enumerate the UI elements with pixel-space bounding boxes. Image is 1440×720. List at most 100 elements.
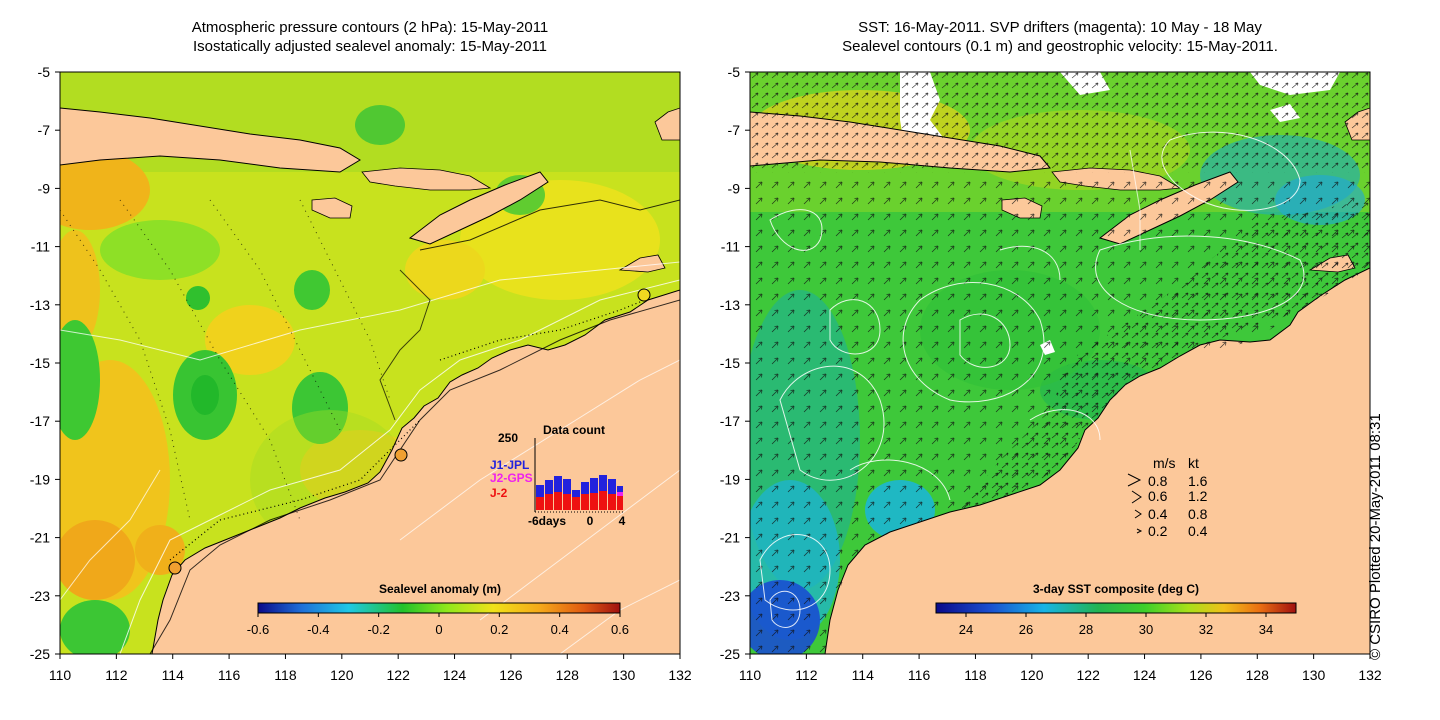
left-y-axis: -5 -7 -9 -11 -13 -15 -17 -19 -21 -23 -25 xyxy=(30,64,60,662)
tanimbar-landmass xyxy=(654,107,680,141)
velocity-row-ms: 0.4 xyxy=(1148,506,1168,522)
y-tick-label: -7 xyxy=(728,122,741,138)
y-tick-label: -13 xyxy=(720,297,740,313)
inset-legend-j2: J-2 xyxy=(490,486,508,500)
sealevel-contour xyxy=(779,365,885,481)
y-tick-label: -23 xyxy=(720,588,740,604)
x-tick-label: 116 xyxy=(218,667,241,683)
right-x-axis: 110 112 114 116 118 120 122 124 126 128 130 132 xyxy=(739,654,1382,683)
x-tick-label: 118 xyxy=(964,667,987,683)
tide-gauge-marker xyxy=(394,448,408,462)
right-colorbar-title: 3-day SST composite (deg C) xyxy=(1033,582,1199,596)
inset-legend-j2gps: J2-GPS xyxy=(490,471,533,485)
inset-bars xyxy=(536,475,623,510)
flores-landmass xyxy=(361,167,492,191)
colorbar-tick-label: 0.4 xyxy=(551,622,569,637)
x-tick-label: 116 xyxy=(908,667,931,683)
right-title-line-1: SST: 16-May-2011. SVP drifters (magenta)… xyxy=(858,19,1262,36)
velocity-row-ms: 0.6 xyxy=(1148,488,1168,504)
x-tick-label: 132 xyxy=(668,667,692,683)
x-tick-label: 120 xyxy=(1020,667,1044,683)
x-tick-label: 128 xyxy=(556,667,580,683)
velocity-arrow-04 xyxy=(1134,509,1142,519)
inset-xlabel-start: -6days xyxy=(528,514,566,528)
right-colorbar: 3-day SST composite (deg C) 24 26 28 30 32 34 xyxy=(935,582,1297,637)
x-tick-label: 114 xyxy=(162,667,185,683)
inset-title: Data count xyxy=(543,423,605,437)
velocity-row-ms: 0.8 xyxy=(1148,473,1168,489)
x-tick-label: 124 xyxy=(1133,667,1157,683)
pressure-contour xyxy=(119,279,680,654)
x-tick-label: 114 xyxy=(852,667,875,683)
x-tick-label: 122 xyxy=(1077,667,1101,683)
y-tick-label: -15 xyxy=(30,355,50,371)
x-tick-label: 118 xyxy=(274,667,297,683)
colorbar-tick-label: -0.6 xyxy=(247,622,269,637)
x-tick-label: 122 xyxy=(387,667,411,683)
right-colorbar-ramp xyxy=(935,602,1297,614)
left-colorbar-ramp xyxy=(257,602,621,614)
velocity-arrow-02 xyxy=(1136,528,1143,534)
velocity-row-ms: 0.2 xyxy=(1148,523,1168,539)
x-tick-label: 110 xyxy=(739,667,762,683)
x-tick-label: 130 xyxy=(1302,667,1326,683)
inset-ymax-label: 250 xyxy=(498,431,518,445)
y-tick-label: -17 xyxy=(30,413,50,429)
y-tick-label: -5 xyxy=(728,64,741,80)
y-tick-label: -25 xyxy=(30,646,50,662)
velocity-legend: m/s kt 0.8 1.6 0.6 1.2 0.4 0.8 0.2 0.4 xyxy=(1127,455,1208,539)
tide-gauge-marker xyxy=(637,288,651,302)
y-tick-label: -5 xyxy=(38,64,51,80)
inset-xlabel-end: 4 xyxy=(619,514,626,528)
velocity-arrow-08 xyxy=(1127,473,1142,487)
y-tick-label: -17 xyxy=(720,413,740,429)
colorbar-tick-label: 32 xyxy=(1199,622,1213,637)
left-map-area xyxy=(60,72,680,654)
x-tick-label: 126 xyxy=(499,667,523,683)
colorbar-tick-label: 24 xyxy=(959,622,973,637)
velocity-row-kt: 0.8 xyxy=(1188,506,1208,522)
y-tick-label: -19 xyxy=(720,471,740,487)
y-tick-label: -15 xyxy=(720,355,740,371)
y-tick-label: -9 xyxy=(728,180,741,196)
left-x-axis: 110 112 114 116 118 120 122 124 126 128 130 132 xyxy=(49,654,692,683)
x-tick-label: 120 xyxy=(330,667,354,683)
y-tick-label: -21 xyxy=(720,530,740,546)
colorbar-tick-label: -0.2 xyxy=(367,622,389,637)
velocity-legend-kt-header: kt xyxy=(1188,455,1199,471)
y-tick-label: -25 xyxy=(720,646,740,662)
x-tick-label: 130 xyxy=(612,667,636,683)
tide-gauge-marker xyxy=(168,561,182,575)
right-map-area xyxy=(750,72,1370,654)
colorbar-tick-label: 26 xyxy=(1019,622,1033,637)
y-tick-label: -13 xyxy=(30,297,50,313)
y-tick-label: -11 xyxy=(31,239,50,255)
colorbar-tick-label: 0.6 xyxy=(611,622,629,637)
velocity-arrow-06 xyxy=(1131,490,1142,504)
colorbar-tick-label: -0.4 xyxy=(307,622,329,637)
right-title-line-2: Sealevel contours (0.1 m) and geostrophi… xyxy=(842,38,1278,55)
left-colorbar: Sealevel anomaly (m) -0.6 -0.4 -0.2 0 0.2 0.4… xyxy=(247,582,629,637)
timor-landmass xyxy=(408,171,549,245)
right-panel-title: SST: 16-May-2011. SVP drifters (magenta)… xyxy=(750,18,1370,56)
colorbar-tick-label: 34 xyxy=(1259,622,1273,637)
left-panel-title: Atmospheric pressure contours (2 hPa): 1… xyxy=(60,18,680,56)
y-tick-label: -11 xyxy=(721,239,740,255)
left-title-line-2: Isostatically adjusted sealevel anomaly:… xyxy=(192,38,548,55)
x-tick-label: 128 xyxy=(1246,667,1270,683)
geostrophic-velocity-field xyxy=(750,72,1370,172)
java-landmass xyxy=(60,107,361,173)
colorbar-tick-label: 0.2 xyxy=(490,622,508,637)
x-tick-label: 112 xyxy=(105,667,128,683)
x-tick-label: 126 xyxy=(1189,667,1213,683)
sla-low-patch xyxy=(60,320,100,440)
y-tick-label: -9 xyxy=(38,180,51,196)
x-tick-label: 124 xyxy=(443,667,467,683)
velocity-row-kt: 0.4 xyxy=(1188,523,1208,539)
left-title-line-1: Atmospheric pressure contours (2 hPa): 1… xyxy=(191,19,549,36)
y-tick-label: -23 xyxy=(30,588,50,604)
velocity-row-kt: 1.6 xyxy=(1188,473,1208,489)
y-tick-label: -19 xyxy=(30,471,50,487)
isobath-contour xyxy=(149,299,680,654)
